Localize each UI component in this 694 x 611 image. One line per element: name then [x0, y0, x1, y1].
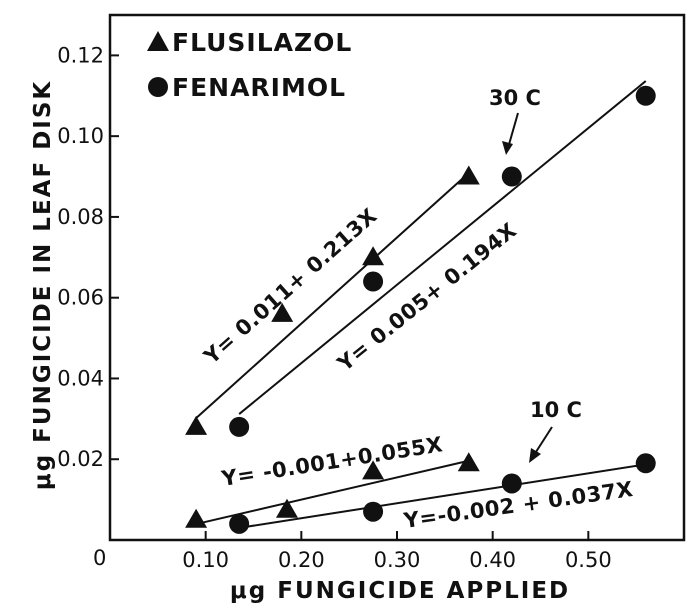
regression-line-2 — [238, 80, 647, 415]
point-fenarimol-10c — [363, 501, 384, 522]
annotation-10c-arrow — [533, 426, 553, 456]
point-flusilazol-10c — [457, 452, 480, 472]
equation-fenarimol-30c: Y= 0.005+ 0.194X — [332, 218, 521, 376]
x-tick-label: 0.10 — [182, 548, 229, 572]
point-fenarimol-30c — [635, 85, 656, 106]
regression-line-3 — [195, 459, 469, 526]
x-tick-label: 0.30 — [374, 548, 421, 572]
x-tick-label: 0.50 — [565, 548, 612, 572]
point-fenarimol-10c — [501, 473, 522, 494]
legend-circle-marker — [148, 77, 168, 97]
point-flusilazol-10c — [275, 498, 298, 518]
point-fenarimol-30c — [229, 416, 250, 437]
regression-lines — [195, 80, 647, 529]
annotation-30c-arrow — [507, 112, 519, 149]
y-tick-label: 0.04 — [57, 366, 104, 390]
annotation-30c: 30 C — [489, 86, 541, 110]
x-tick-label: 0.40 — [469, 548, 516, 572]
axis-ticks — [110, 54, 590, 540]
legend: FLUSILAZOL FENARIMOL — [147, 28, 352, 102]
y-axis-title: μg FUNGICIDE IN LEAF DISK — [30, 80, 56, 490]
equation-flusilazol-10c: Y= -0.001+0.055X — [219, 432, 444, 491]
point-fenarimol-30c — [363, 271, 384, 292]
axis-tick-labels: 0.10 0.20 0.30 0.40 0.50 0.02 0.04 0.06 0.08 0.10… — [57, 43, 611, 572]
annotation-10c-arrowhead — [529, 448, 541, 463]
annotation-30c-arrowhead — [502, 141, 513, 155]
legend-triangle-marker — [147, 31, 169, 51]
y-tick-label: 0.12 — [57, 43, 104, 67]
legend-label-flusilazol: FLUSILAZOL — [172, 28, 352, 57]
y-tick-label: 0.08 — [57, 205, 104, 229]
point-flusilazol-10c — [362, 460, 385, 480]
x-axis-title: μg FUNGICIDE APPLIED — [230, 578, 570, 604]
point-fenarimol-10c — [635, 453, 656, 474]
regression-line-1 — [195, 172, 470, 419]
x-tick-label: 0.20 — [278, 548, 325, 572]
point-flusilazol-30c — [271, 302, 294, 322]
regression-line-4 — [238, 463, 646, 529]
origin-label: 0 — [93, 546, 106, 570]
point-flusilazol-10c — [185, 508, 208, 528]
point-fenarimol-10c — [229, 513, 250, 534]
y-tick-label: 0.02 — [57, 447, 104, 471]
annotation-10c: 10 C — [530, 398, 582, 422]
y-tick-label: 0.10 — [57, 124, 104, 148]
point-flusilazol-30c — [362, 246, 385, 266]
point-flusilazol-30c — [185, 415, 208, 435]
point-fenarimol-30c — [501, 166, 522, 187]
point-flusilazol-30c — [457, 165, 480, 185]
y-tick-label: 0.06 — [57, 286, 104, 310]
data-markers — [185, 85, 656, 534]
legend-label-fenarimol: FENARIMOL — [172, 73, 346, 102]
